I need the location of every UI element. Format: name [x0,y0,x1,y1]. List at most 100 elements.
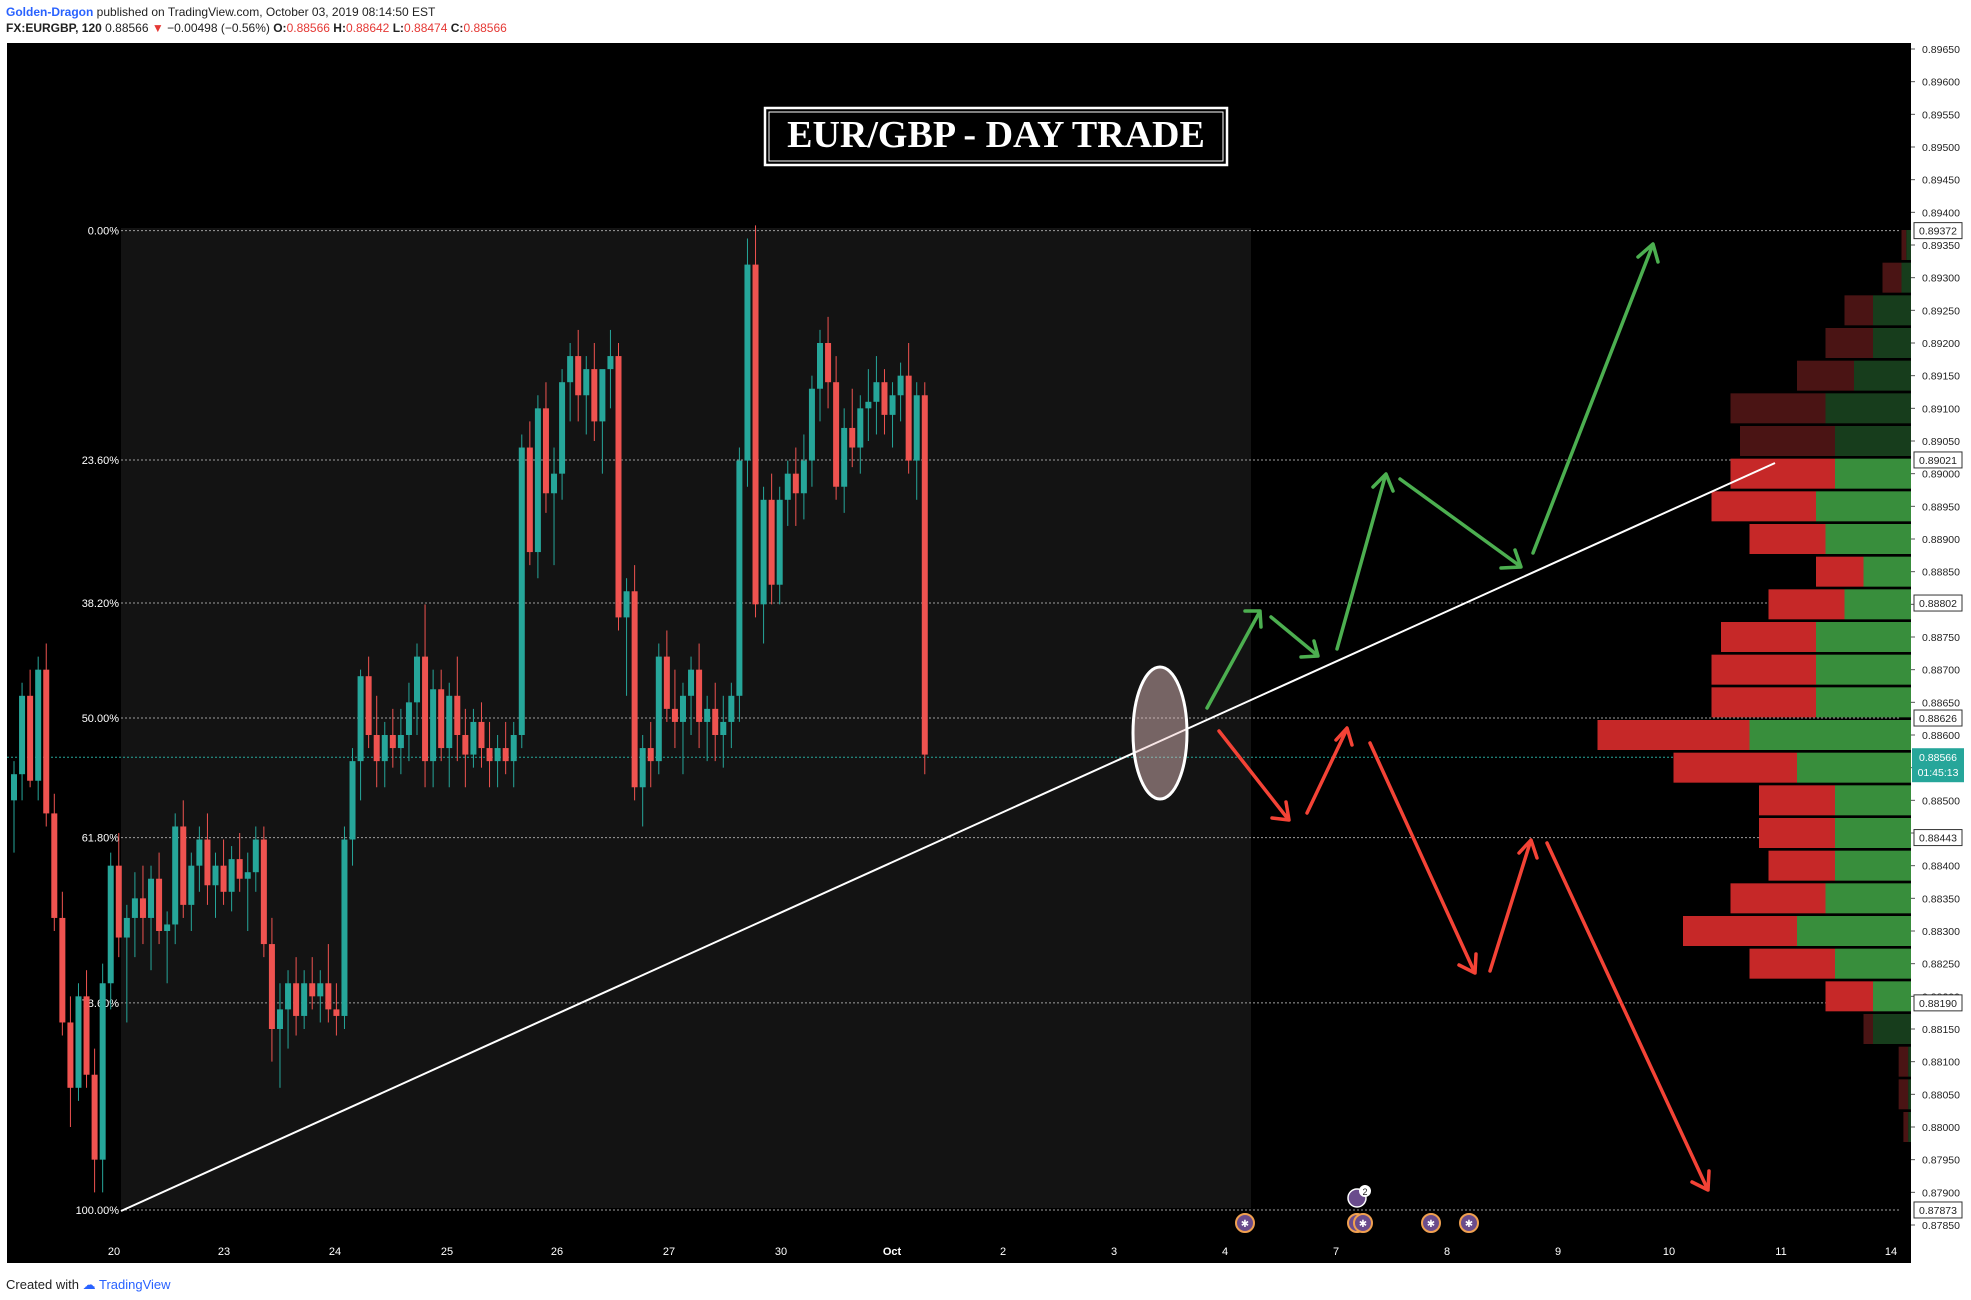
candle-body [99,983,106,1160]
candle-body [768,499,775,585]
volume-bar-down [1898,1046,1909,1077]
candle-body [591,369,598,422]
fib-label: 0.00% [88,226,119,238]
volume-bar-up [1873,295,1911,326]
candle-body [905,375,912,461]
price-tick-label: 0.89550 [1922,109,1960,121]
candle-body [397,735,404,749]
price-marker-label: 0.89021 [1919,455,1957,467]
volume-bar-down [1597,720,1750,750]
volume-bar-up [1844,589,1911,620]
candle-body [889,395,896,415]
volume-bar-up [1908,1079,1911,1110]
price-tick-label: 0.88000 [1922,1122,1960,1134]
price-tick-label: 0.88300 [1922,926,1960,938]
volume-bar-down [1730,458,1835,489]
price-tick-label: 0.88150 [1922,1024,1960,1036]
candle-body [599,369,606,422]
price-tick-label: 0.87850 [1922,1220,1960,1232]
volume-bar-up [1835,948,1911,979]
time-tick-label: 23 [218,1246,230,1258]
price-tick-label: 0.87900 [1922,1187,1960,1199]
tradingview-brand[interactable]: TradingView [99,1277,171,1292]
volume-bar-down [1683,916,1797,946]
time-tick-label: 14 [1885,1246,1897,1258]
green-arrow-4-head [1499,548,1523,570]
candle-body [865,401,872,409]
candle-body [792,473,799,494]
green-arrow-1 [1205,611,1261,710]
candle-body [486,748,493,762]
price-axis: 0.89650 0.89600 0.89550 0.89500 0.89450 0.894… [1911,43,1965,1263]
candlestick-chart[interactable]: 0.00%23.60%38.20%50.00%61.80%78.60%100.0… [7,43,1965,1263]
candle-body [688,669,695,696]
candle-body [123,917,130,938]
candle-body [704,708,711,722]
candle-body [59,917,66,1023]
candle-body [27,695,34,781]
candle-body [752,264,759,605]
candle-body [180,826,187,905]
candle-body [148,878,155,918]
price-tick-label: 0.88100 [1922,1057,1960,1069]
green-arrow-5-head [1636,242,1660,264]
price-marker-box [1913,451,1963,469]
event-flag-glyph: ✱ [1359,1219,1367,1230]
candle-body [365,676,372,735]
event-badge-icon [1359,1185,1371,1197]
volume-bar-down [1882,262,1902,293]
volume-bar-down [1711,491,1816,522]
price-marker-box [1913,829,1963,847]
candle-body [825,343,832,383]
highlight-ellipse[interactable] [1131,665,1189,801]
candle-body [510,735,517,762]
time-axis-background [7,1226,1911,1263]
title-frame [763,106,1229,167]
red-arrow-5-head [1690,1169,1711,1192]
volume-bar-up [1908,1046,1911,1077]
event-flag-icon [1235,1213,1255,1233]
high-label: H: [333,21,346,35]
price-tick-label: 0.89500 [1922,142,1960,154]
time-tick-label: 8 [1444,1246,1450,1258]
volume-bar-down [1816,556,1864,587]
low-label: L: [392,21,405,35]
volume-bar-down [1844,295,1873,326]
red-arrow-2-head [1334,726,1354,747]
candle-body [268,944,275,1029]
event-flag-glyph: ✱ [1427,1219,1435,1230]
candle-body [446,695,453,749]
trendline[interactable] [120,462,1776,1212]
candle-body [857,408,864,448]
author-link[interactable]: Golden-Dragon [6,5,94,19]
chart-container[interactable]: 0.00%23.60%38.20%50.00%61.80%78.60%100.0… [7,43,1965,1268]
candle-body [671,708,678,722]
time-tick-label: 25 [441,1246,453,1258]
high-value: 0.88642 [345,21,390,35]
candle-body [19,695,26,775]
countdown-label: 01:45:13 [1918,767,1959,779]
candle-body [744,264,751,461]
red-arrow-2 [1305,729,1348,815]
candle-body [784,473,791,500]
candle-body [341,839,348,1016]
price-tick-label: 0.87950 [1922,1155,1960,1167]
bullish-arrows [1205,242,1660,710]
candle-body [35,669,42,781]
candle-body [776,499,783,585]
volume-bar-down [1825,328,1873,358]
price-marker-label: 0.88190 [1919,998,1957,1010]
candle-body [260,839,267,945]
green-arrow-3-head [1371,472,1395,493]
volume-bar-up [1854,360,1911,391]
volume-bar-up [1906,230,1911,260]
red-arrow-4 [1488,841,1532,973]
candle-body [357,676,364,762]
green-arrow-1-head [1243,609,1263,629]
candle-body [309,983,316,997]
candle-body [760,499,767,605]
candle-body [389,735,396,749]
time-tick-label: 24 [329,1246,341,1258]
fib-label: 50.00% [82,713,120,725]
candle-body [526,447,533,553]
